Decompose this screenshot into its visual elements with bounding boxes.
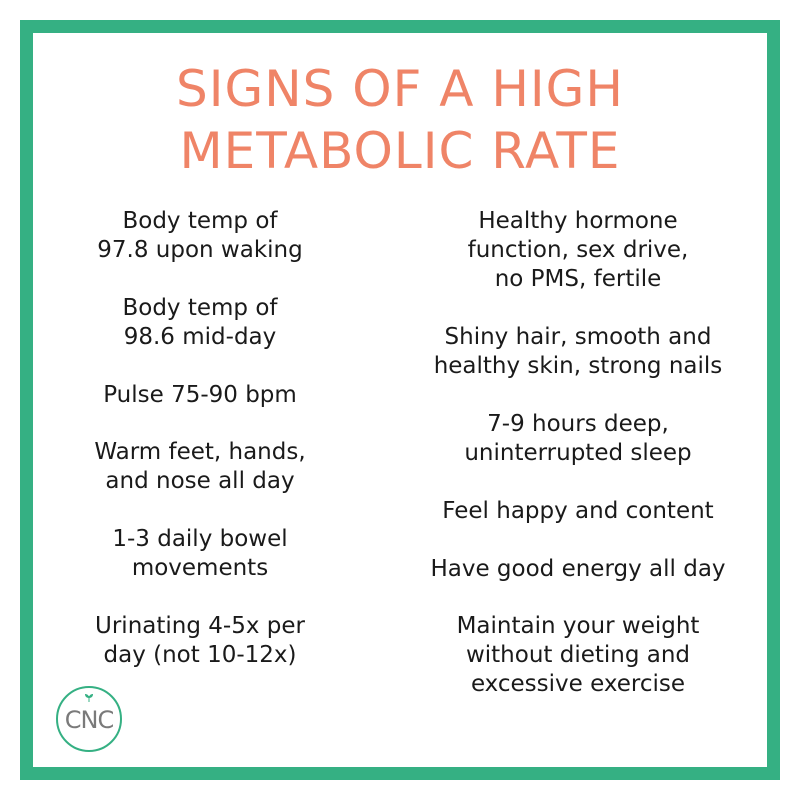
list-item-warm-extremities: Warm feet, hands, and nose all day [94,439,306,494]
leaf-icon [85,694,93,702]
logo-text: CNC [64,706,114,734]
list-item-sleep: 7-9 hours deep, uninterrupted sleep [464,411,692,466]
list-item-good-energy: Have good energy all day [430,556,726,582]
title-line-1: SIGNS OF A HIGH [175,60,625,118]
title-line-2: METABOLIC RATE [179,122,621,180]
list-item-urinating: Urinating 4-5x per day (not 10-12x) [95,613,305,668]
list-item-hormone-function: Healthy hormone function, sex drive, no … [467,208,689,292]
list-item-maintain-weight: Maintain your weight without dieting and… [456,613,700,697]
list-item-body-temp-waking: Body temp of 97.8 upon waking [97,208,303,263]
card-frame [20,20,780,780]
list-item-hair-skin-nails: Shiny hair, smooth and healthy skin, str… [433,324,723,379]
cnc-logo: CNC [56,686,122,752]
list-item-body-temp-midday: Body temp of 98.6 mid-day [122,295,278,350]
list-item-pulse: Pulse 75-90 bpm [103,382,297,408]
list-item-bowel-movements: 1-3 daily bowel movements [112,526,288,581]
list-item-happy-content: Feel happy and content [442,498,714,524]
page-title: SIGNS OF A HIGH METABOLIC RATE [0,58,800,182]
